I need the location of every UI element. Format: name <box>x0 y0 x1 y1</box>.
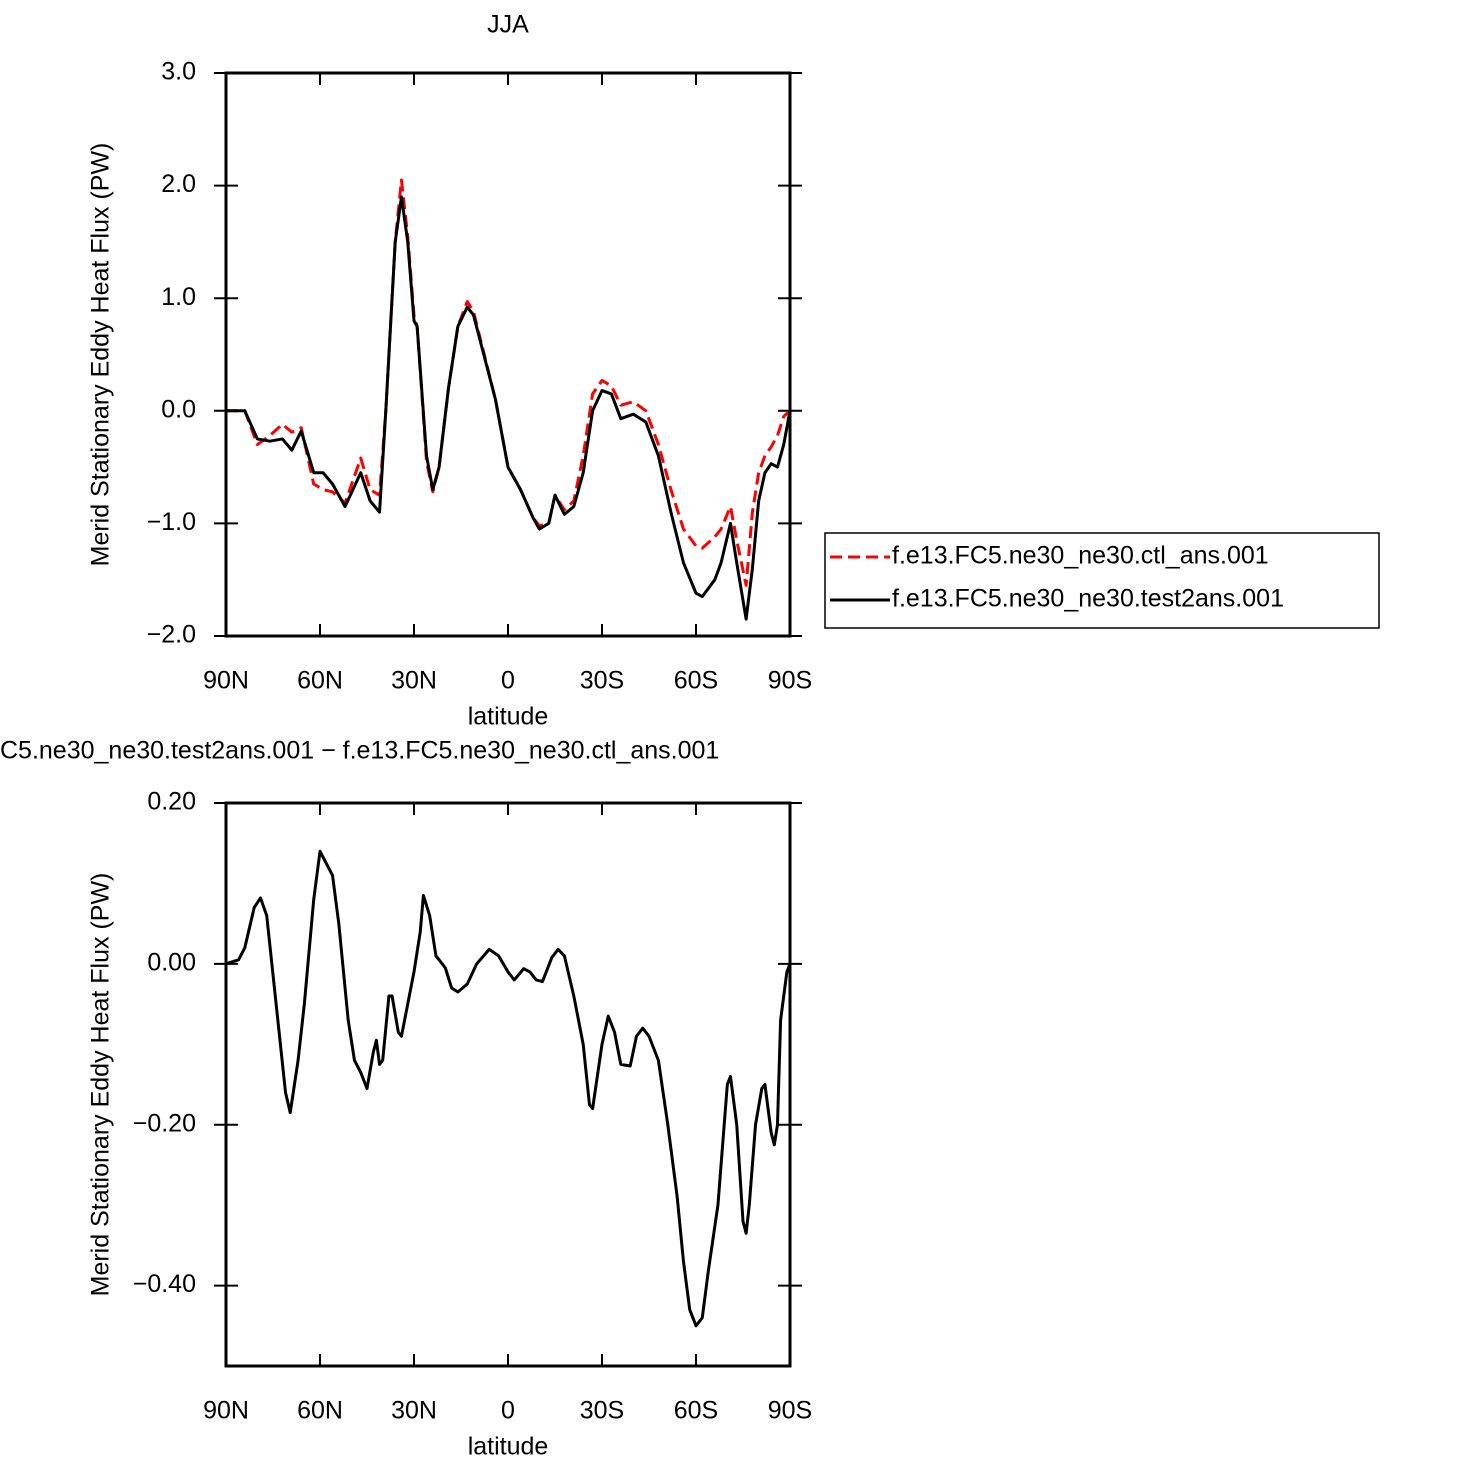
y-tick-label: 0.20 <box>147 788 196 816</box>
x-tick-label: 60S <box>674 1397 718 1425</box>
x-tick-label: 30N <box>391 667 437 695</box>
x-axis-label: latitude <box>468 703 549 731</box>
chart-title: JJA <box>487 11 529 39</box>
plot-frame <box>224 801 792 1368</box>
x-tick-label: 30S <box>580 1397 624 1425</box>
legend-label: f.e13.FC5.ne30_ne30.ctl_ans.001 <box>892 542 1269 570</box>
data-line <box>226 195 792 621</box>
y-tick-label: 0.00 <box>147 948 196 976</box>
x-tick-label: 60S <box>674 667 718 695</box>
y-tick-label: −0.40 <box>133 1270 196 1298</box>
x-tick-label: 90S <box>768 667 812 695</box>
y-tick-label: −0.20 <box>133 1109 196 1137</box>
x-axis-label: latitude <box>468 1433 549 1461</box>
x-tick-label: 60N <box>297 1397 343 1425</box>
y-axis-label: Merid Stationary Eddy Heat Flux (PW) <box>87 873 115 1297</box>
y-tick-label: 1.0 <box>161 283 196 311</box>
plot-frame <box>224 71 792 638</box>
legend-label: f.e13.FC5.ne30_ne30.test2ans.001 <box>892 585 1284 613</box>
x-tick-label: 90N <box>203 667 249 695</box>
y-tick-label: −1.0 <box>147 508 196 536</box>
y-tick-label: −2.0 <box>147 621 196 649</box>
legend-box <box>824 532 1380 629</box>
x-tick-label: 90N <box>203 1397 249 1425</box>
x-tick-label: 30N <box>391 1397 437 1425</box>
data-line <box>225 849 792 1328</box>
y-tick-label: 3.0 <box>161 58 196 86</box>
x-tick-label: 30S <box>580 667 624 695</box>
x-tick-label: 60N <box>297 667 343 695</box>
x-tick-label: 90S <box>768 1397 812 1425</box>
x-tick-label: 0 <box>501 667 515 695</box>
data-line <box>226 178 792 587</box>
chart-title: C5.ne30_ne30.test2ans.001 − f.e13.FC5.ne… <box>0 737 719 765</box>
x-tick-label: 0 <box>501 1397 515 1425</box>
y-tick-label: 0.0 <box>161 395 196 423</box>
y-axis-label: Merid Stationary Eddy Heat Flux (PW) <box>87 143 115 567</box>
y-tick-label: 2.0 <box>161 170 196 198</box>
